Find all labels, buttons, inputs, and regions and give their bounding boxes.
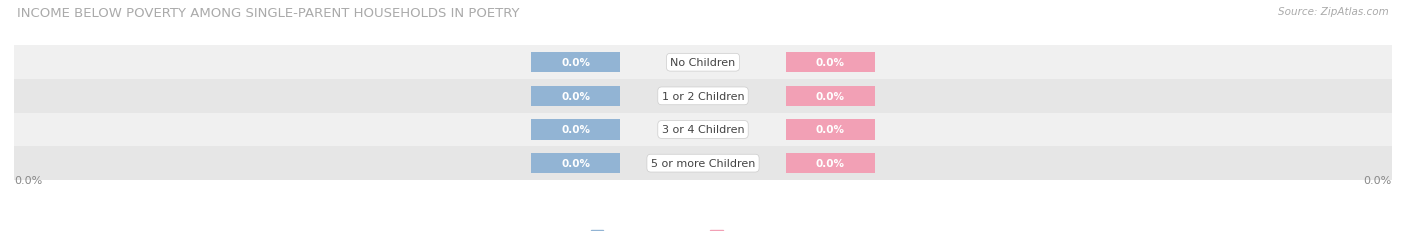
Bar [786,153,875,173]
Bar [14,147,1392,180]
Bar [531,53,620,73]
Text: Source: ZipAtlas.com: Source: ZipAtlas.com [1278,7,1389,17]
Text: 0.0%: 0.0% [561,91,591,101]
Text: 0.0%: 0.0% [1364,175,1392,185]
Text: 0.0%: 0.0% [815,125,845,135]
Text: 1 or 2 Children: 1 or 2 Children [662,91,744,101]
Bar [786,86,875,106]
Bar [531,153,620,173]
Bar [14,113,1392,147]
Text: INCOME BELOW POVERTY AMONG SINGLE-PARENT HOUSEHOLDS IN POETRY: INCOME BELOW POVERTY AMONG SINGLE-PARENT… [17,7,519,20]
Text: 0.0%: 0.0% [815,158,845,168]
Text: 0.0%: 0.0% [815,58,845,68]
Text: 0.0%: 0.0% [815,91,845,101]
Bar [14,80,1392,113]
Text: 0.0%: 0.0% [561,58,591,68]
Text: 5 or more Children: 5 or more Children [651,158,755,168]
Text: 0.0%: 0.0% [561,158,591,168]
Bar [14,46,1392,80]
Bar [531,86,620,106]
Text: 0.0%: 0.0% [561,125,591,135]
Bar [531,120,620,140]
Text: 3 or 4 Children: 3 or 4 Children [662,125,744,135]
Legend: Single Father, Single Mother: Single Father, Single Mother [585,225,821,231]
Text: 0.0%: 0.0% [14,175,42,185]
Bar [786,120,875,140]
Text: No Children: No Children [671,58,735,68]
Bar [786,53,875,73]
